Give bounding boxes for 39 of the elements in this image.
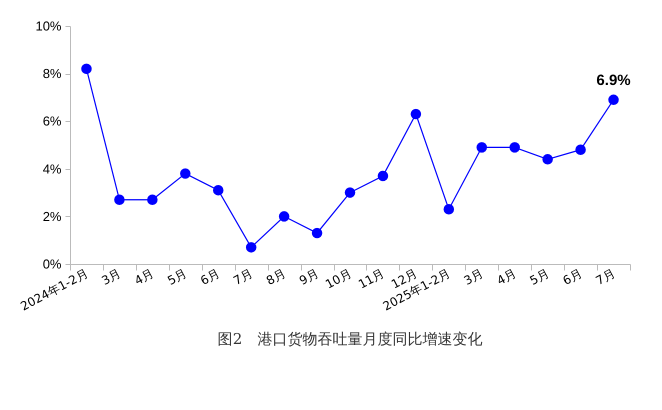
y-tick-label: 0%	[42, 256, 62, 272]
y-tick-label: 10%	[35, 18, 62, 34]
x-tick-label: 4月	[132, 266, 156, 288]
point	[410, 108, 422, 120]
point	[278, 211, 290, 222]
x-tick-label: 7月	[593, 266, 618, 288]
point	[147, 194, 158, 205]
x-tick-label: 9月	[296, 266, 321, 288]
point	[312, 228, 322, 238]
x-tick-label: 3月	[462, 266, 486, 288]
y-tick-label: 4%	[42, 161, 62, 176]
x-tick-label: 10月	[323, 266, 354, 292]
point	[180, 168, 191, 179]
data-label: 6.9%	[596, 72, 631, 89]
x-tick-label: 4月	[494, 266, 518, 288]
point	[246, 242, 256, 253]
point	[476, 142, 488, 153]
point	[608, 94, 619, 106]
point	[542, 154, 553, 165]
point	[212, 184, 224, 196]
x-tick-label: 5月	[528, 266, 552, 288]
point	[509, 142, 520, 153]
point	[344, 187, 356, 198]
x-tick-label: 5月	[165, 266, 190, 288]
point	[81, 64, 92, 74]
x-tick-label: 7月	[231, 266, 255, 288]
x-tick-label: 11月	[356, 266, 387, 292]
point	[114, 194, 125, 205]
x-tick-label: 6月	[560, 266, 584, 288]
point	[575, 144, 586, 155]
point	[444, 204, 454, 214]
y-tick-label: 8%	[42, 66, 62, 82]
point	[378, 170, 388, 182]
x-tick-label: 6月	[198, 266, 222, 288]
y-tick-label: 2%	[42, 208, 62, 224]
x-tick-label: 8月	[264, 266, 288, 288]
y-tick-label: 6%	[42, 114, 62, 129]
x-tick-label: 3月	[99, 266, 124, 288]
text: 图2 港口货物吞吐量月度同比增速变化	[218, 330, 482, 348]
